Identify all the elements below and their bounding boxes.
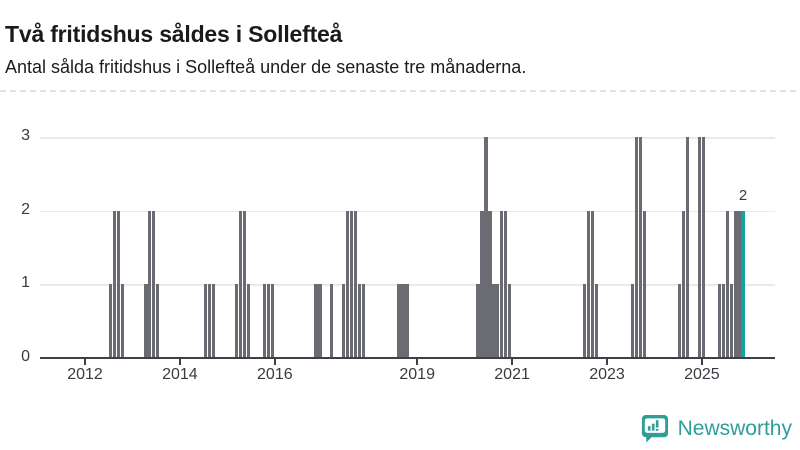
bar-2020-11	[504, 210, 508, 358]
y-tick-label-3: 3	[21, 127, 30, 144]
bar-2015-10	[262, 284, 267, 358]
x-tick-2019	[416, 358, 419, 365]
bar-2020-10	[500, 210, 504, 358]
bar-2022-07	[583, 284, 587, 358]
x-tick-2012	[84, 358, 86, 365]
bar-2014-07	[203, 284, 207, 358]
bar-2024-09	[686, 137, 690, 358]
bar-2025-01	[701, 137, 706, 358]
bar-2025-06	[721, 284, 725, 358]
bar-2016-12	[318, 284, 322, 358]
bar-2013-04	[144, 284, 148, 358]
bar-2025-09	[733, 210, 737, 358]
bar-2018-08	[397, 284, 401, 358]
bar-2017-09	[353, 210, 358, 358]
bar-2015-04	[239, 210, 243, 358]
bar-2025-05	[717, 284, 721, 358]
bar-2022-09	[591, 210, 595, 358]
bar-2015-11	[266, 284, 271, 358]
gridline-y3	[40, 137, 775, 139]
x-tick-label-2019: 2019	[399, 366, 435, 383]
bar-2012-10	[120, 284, 124, 358]
bar-2025-11	[741, 210, 745, 358]
bar-2014-09	[211, 284, 215, 358]
bar-2015-06	[247, 284, 251, 358]
bar-2020-04	[476, 284, 480, 358]
bar-2015-05	[243, 210, 247, 358]
last-value-label: 2	[738, 186, 748, 204]
x-tick-label-2025: 2025	[684, 366, 720, 383]
newsworthy-logo-icon	[641, 414, 668, 443]
bar-2017-11	[361, 284, 365, 358]
bar-2020-06	[484, 137, 488, 358]
bar-2017-03	[330, 284, 334, 358]
bar-2023-07	[630, 284, 634, 358]
bar-2012-09	[116, 210, 120, 358]
gridline-y2	[40, 210, 775, 212]
bar-2025-08	[729, 284, 733, 358]
bar-2025-07	[725, 210, 729, 358]
bar-2023-10	[642, 210, 646, 358]
bar-2013-05	[148, 210, 152, 358]
y-tick-label-2: 2	[21, 200, 30, 218]
chart-title: Två fritidshus såldes i Sollefteå	[5, 21, 343, 48]
bar-2017-08	[349, 210, 354, 358]
x-tick-2023	[605, 358, 608, 365]
bar-2023-08	[634, 137, 638, 358]
bar-2022-10	[595, 284, 599, 358]
bar-2020-12	[508, 284, 512, 358]
plot-area	[40, 137, 775, 358]
bar-2020-07	[488, 210, 492, 358]
bar-2022-08	[587, 210, 591, 358]
bar-2024-12	[697, 137, 702, 358]
bar-2020-05	[480, 210, 484, 358]
bar-2012-08	[112, 210, 116, 358]
newsworthy-logo[interactable]: Newsworthy	[639, 413, 792, 444]
bar-2025-10	[737, 210, 741, 358]
bar-2020-08	[492, 284, 496, 358]
x-tick-label-2012: 2012	[67, 366, 103, 383]
x-tick-label-2014: 2014	[162, 366, 198, 383]
bar-2013-07	[156, 284, 160, 358]
bar-2018-10	[405, 284, 409, 358]
bar-2020-09	[496, 284, 500, 358]
bar-2012-07	[108, 284, 112, 358]
bar-2017-06	[342, 284, 346, 358]
bar-2015-03	[235, 284, 239, 358]
y-tick-label-0: 0	[21, 347, 30, 365]
bar-2024-08	[682, 210, 686, 358]
x-tick-2016	[273, 358, 276, 365]
bar-2017-07	[345, 210, 350, 358]
chart-subtitle: Antal sålda fritidshus i Sollefteå under…	[5, 57, 527, 77]
x-tick-2025	[700, 358, 703, 365]
x-tick-2014	[178, 358, 181, 365]
header-divider	[0, 90, 796, 92]
x-tick-label-2023: 2023	[589, 366, 625, 383]
x-tick-label-2016: 2016	[257, 366, 293, 383]
bar-2015-12	[270, 284, 275, 358]
bar-2014-08	[207, 284, 211, 358]
bar-2018-09	[401, 284, 405, 358]
newsworthy-logo-text: Newsworthy	[677, 416, 792, 440]
bar-2017-10	[357, 284, 362, 358]
x-tick-2021	[511, 358, 514, 365]
x-axis-line	[40, 356, 775, 359]
bar-2016-11	[314, 284, 318, 358]
bar-2013-06	[152, 210, 156, 358]
x-tick-label-2021: 2021	[494, 366, 530, 383]
y-tick-label-1: 1	[21, 274, 30, 291]
bar-2024-07	[678, 284, 682, 358]
bar-2023-09	[638, 137, 642, 358]
